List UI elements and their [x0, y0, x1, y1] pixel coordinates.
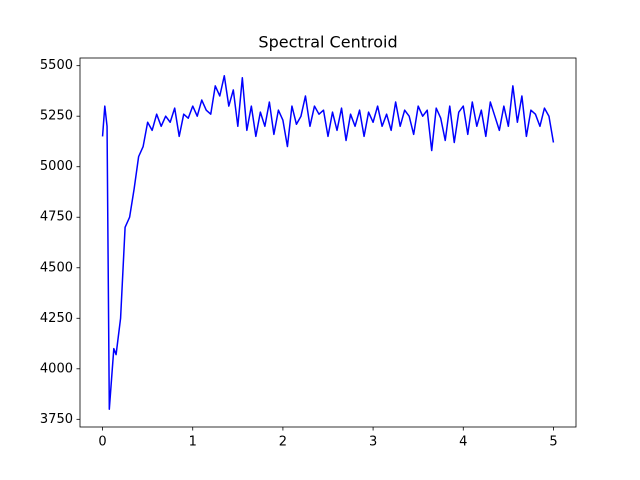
chart-title: Spectral Centroid: [258, 33, 397, 52]
x-tick-label: 3: [369, 435, 377, 450]
line: [101, 75, 555, 410]
x-tick-label: 2: [279, 435, 287, 450]
x-tick-label: 0: [98, 435, 106, 450]
y-tick-label: 4750: [40, 210, 73, 225]
y-tick-label: 5500: [40, 58, 73, 73]
y-tick-label: 4000: [40, 361, 73, 376]
y-tick-label: 5250: [40, 109, 73, 124]
y-tick-label: 3750: [40, 412, 73, 427]
x-tick-label: 5: [549, 435, 557, 450]
y-tick-label: 4500: [40, 260, 73, 275]
x-tick-label: 4: [459, 435, 467, 450]
axes-frame: [79, 57, 577, 428]
y-tick-label: 5000: [40, 159, 73, 174]
y-tick-label: 4250: [40, 311, 73, 326]
x-tick-label: 1: [189, 435, 197, 450]
